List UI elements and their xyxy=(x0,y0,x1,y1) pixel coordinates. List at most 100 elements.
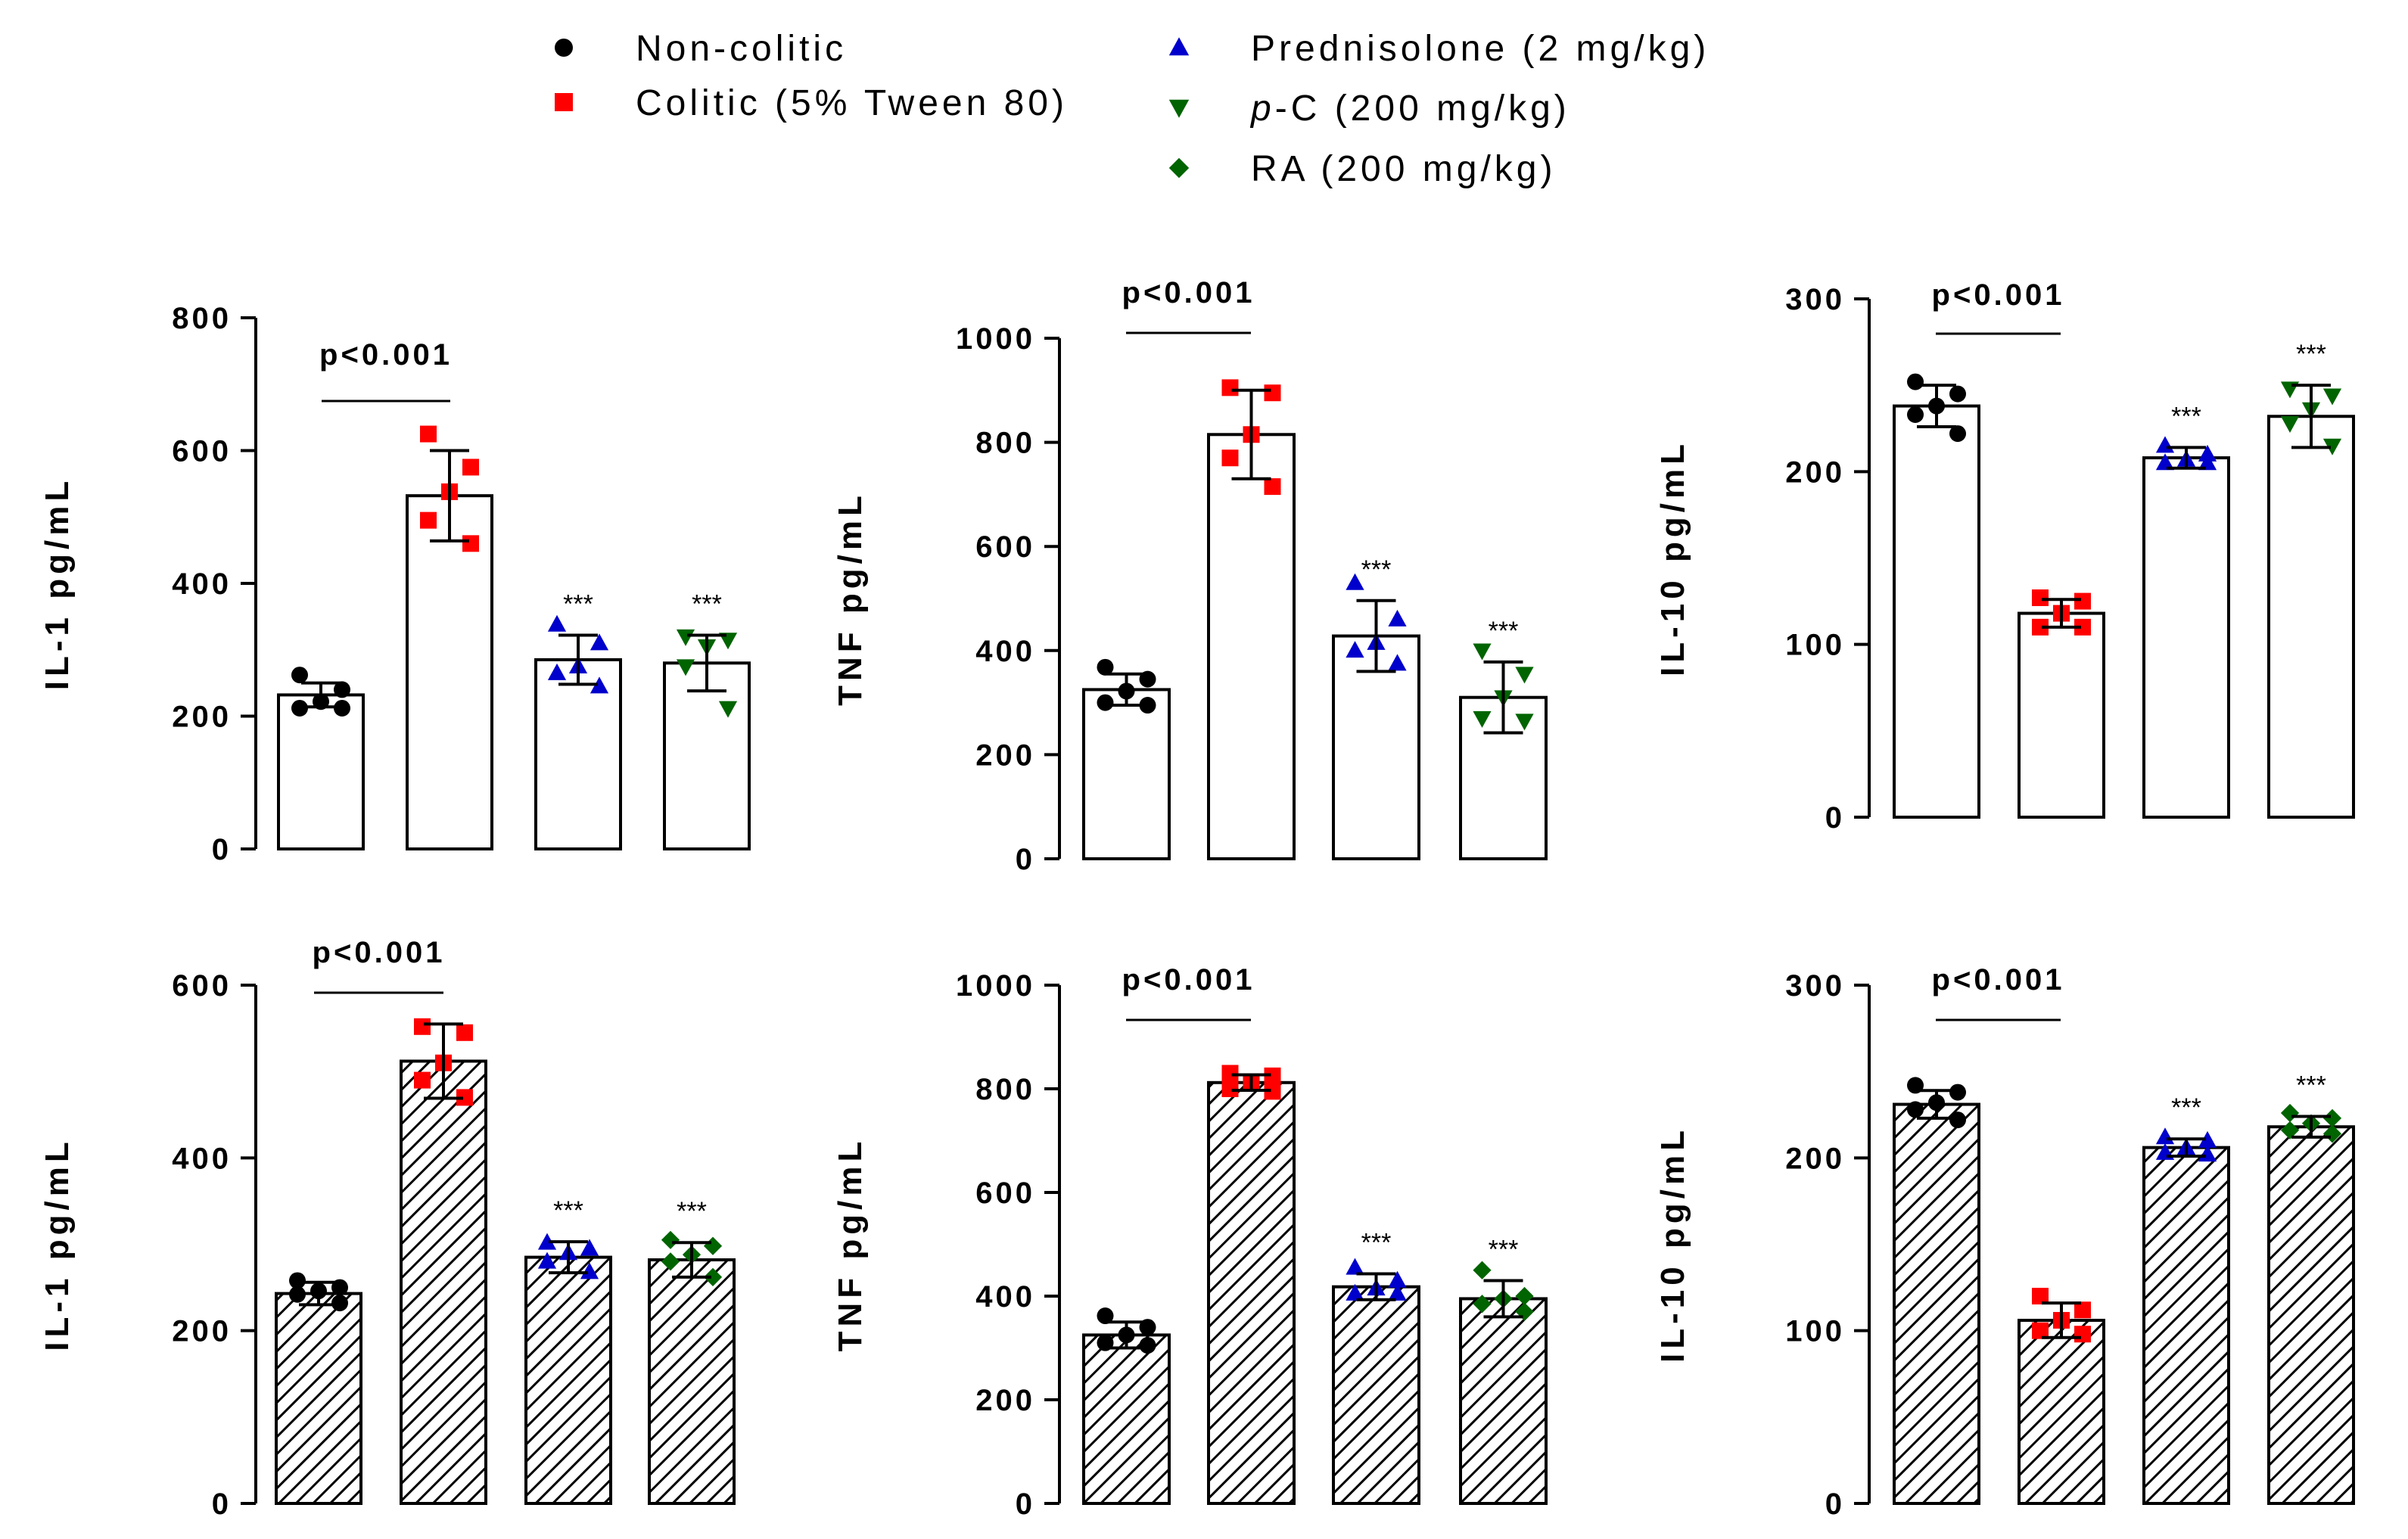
data-point xyxy=(1388,654,1407,671)
data-point xyxy=(2074,618,2091,636)
data-point xyxy=(537,1251,557,1269)
data-point xyxy=(1264,478,1281,496)
data-point xyxy=(547,663,567,680)
data-point xyxy=(414,1071,431,1089)
data-point xyxy=(1949,425,1966,443)
p-value-label: p<0.001 xyxy=(1932,963,2065,996)
data-point xyxy=(1473,710,1492,728)
y-tick-label: 600 xyxy=(975,530,1035,564)
y-axis-title: IL-1 pg/mL xyxy=(39,477,76,690)
data-point xyxy=(2155,453,2175,471)
data-point xyxy=(414,1018,431,1035)
data-point xyxy=(1907,1101,1924,1118)
data-point xyxy=(2280,416,2300,434)
bar xyxy=(1893,1102,1980,1506)
data-point xyxy=(676,629,695,646)
bar xyxy=(275,1292,362,1505)
data-point xyxy=(718,633,738,650)
y-tick-label: 100 xyxy=(1785,1315,1845,1348)
data-point xyxy=(1473,1295,1492,1314)
bar xyxy=(406,494,493,850)
data-point xyxy=(1515,667,1534,684)
bar xyxy=(1082,1333,1171,1505)
circle-marker-icon xyxy=(555,39,573,57)
data-point xyxy=(289,1286,306,1303)
legend-item-prednisolone: Prednisolone (2 mg/kg) xyxy=(1168,29,1706,69)
legend-item-colitic: Colitic (5% Tween 80) xyxy=(555,83,1064,123)
data-point xyxy=(1139,697,1156,714)
significance-stars: *** xyxy=(2296,340,2326,368)
data-point xyxy=(718,701,738,718)
bar xyxy=(1332,634,1420,860)
chart-panel-3: 0 100 200 300 IL-10 pg/mL *** *** p<0.001 xyxy=(1654,278,2355,835)
data-point xyxy=(2280,1103,2300,1123)
data-point xyxy=(590,676,609,694)
legend-label: p-C (200 mg/kg) xyxy=(1249,89,1570,129)
y-tick-label: 1000 xyxy=(956,969,1035,1003)
significance-stars: *** xyxy=(1489,1235,1519,1264)
legend: Non-colitic Colitic (5% Tween 80) Predniso… xyxy=(555,29,1706,189)
bar xyxy=(648,1258,736,1506)
data-point xyxy=(580,1262,599,1279)
data-point xyxy=(1949,385,1966,403)
data-point xyxy=(420,425,437,443)
y-axis-title: TNF pg/mL xyxy=(832,1137,869,1352)
p-value-label: p<0.001 xyxy=(1122,963,1255,996)
y-tick-label: 0 xyxy=(212,833,232,866)
data-point xyxy=(2322,388,2342,406)
p-value-label: p<0.001 xyxy=(1932,278,2065,312)
y-tick-label: 200 xyxy=(1785,455,1845,489)
data-point xyxy=(1346,1283,1364,1301)
data-point xyxy=(289,1272,306,1289)
triangle-down-marker-icon xyxy=(1168,99,1190,118)
y-tick-label: 400 xyxy=(172,1142,232,1175)
data-point xyxy=(1264,1067,1281,1084)
p-value-label: p<0.001 xyxy=(313,936,446,969)
chart-panel-6: 0 100 200 300 IL-10 pg/mL *** *** p<0.001 xyxy=(1654,963,2355,1521)
bar xyxy=(524,1255,612,1505)
data-point xyxy=(2198,1130,2217,1148)
y-tick-label: 600 xyxy=(172,435,232,468)
data-point xyxy=(334,699,350,717)
data-point xyxy=(703,1236,723,1255)
significance-stars: *** xyxy=(1489,617,1519,645)
y-axis-title: TNF pg/mL xyxy=(832,491,869,706)
diamond-marker-icon xyxy=(1168,157,1190,179)
legend-label: RA (200 mg/kg) xyxy=(1251,149,1556,189)
data-point xyxy=(1473,1261,1492,1279)
significance-stars: *** xyxy=(553,1196,583,1225)
y-axis-title: IL-10 pg/mL xyxy=(1654,440,1691,676)
bar xyxy=(1459,1297,1548,1506)
data-point xyxy=(537,1233,557,1250)
data-point xyxy=(1388,609,1407,626)
y-tick-label: 400 xyxy=(172,567,232,601)
data-point xyxy=(703,1267,723,1286)
data-point xyxy=(456,1024,473,1041)
bar xyxy=(1082,688,1171,861)
data-point xyxy=(1264,384,1281,402)
data-point xyxy=(590,633,609,651)
y-tick-label: 0 xyxy=(1825,1488,1845,1521)
data-point xyxy=(291,699,308,717)
triangle-up-marker-icon xyxy=(1168,37,1190,56)
data-point xyxy=(2074,1301,2091,1319)
y-tick-label: 800 xyxy=(975,427,1035,460)
y-tick-label: 200 xyxy=(975,1384,1035,1417)
y-tick-label: 200 xyxy=(975,738,1035,772)
y-tick-label: 600 xyxy=(172,969,232,1003)
data-point xyxy=(2280,1121,2300,1139)
data-point xyxy=(462,535,479,552)
y-tick-label: 200 xyxy=(172,1315,232,1348)
data-point xyxy=(1907,373,1924,390)
square-marker-icon xyxy=(555,93,573,111)
data-point xyxy=(1139,1337,1156,1354)
chart-panel-2: 0 200 400 600 800 1000 TNF pg/mL *** *** p<0.001 xyxy=(832,276,1548,876)
bar xyxy=(400,1059,487,1505)
significance-stars: *** xyxy=(1361,555,1392,584)
legend-item-pc: p-C (200 mg/kg) xyxy=(1168,89,1570,129)
bar xyxy=(2267,1125,2355,1505)
data-point xyxy=(2322,1108,2342,1127)
data-point xyxy=(462,459,479,476)
y-tick-label: 300 xyxy=(1785,283,1845,316)
y-tick-label: 800 xyxy=(172,302,232,335)
